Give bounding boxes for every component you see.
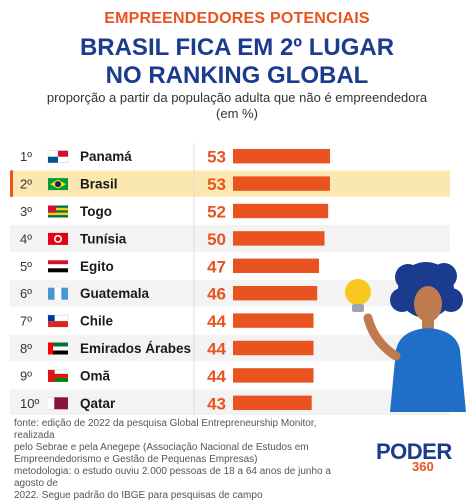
country-label: Qatar xyxy=(80,396,116,411)
flag-part xyxy=(48,287,55,300)
flag-part xyxy=(48,397,55,410)
value-label: 43 xyxy=(207,394,226,413)
row-background xyxy=(10,225,450,252)
bar xyxy=(233,231,325,246)
chart-kicker: EMPREENDEDORES POTENCIAIS xyxy=(104,10,370,27)
country-label: Togo xyxy=(80,204,112,219)
rank-label: 9º xyxy=(20,368,32,383)
flag-part xyxy=(55,181,61,188)
row-background xyxy=(10,389,450,415)
flag-part xyxy=(48,346,68,351)
flag-part xyxy=(48,373,68,378)
flag-part xyxy=(58,150,68,157)
country-label: Tunísia xyxy=(80,231,127,246)
flag-part xyxy=(61,287,68,300)
highlight-row xyxy=(10,170,450,197)
flag-part xyxy=(54,287,62,300)
value-label: 47 xyxy=(207,257,226,276)
value-label: 53 xyxy=(207,148,226,167)
flag-part xyxy=(48,377,68,382)
row-background xyxy=(10,197,450,225)
flag-part xyxy=(48,210,68,213)
methodology-line: metodologia: o estudo ouviu 2.000 pessoa… xyxy=(14,466,331,489)
bar xyxy=(233,176,330,191)
rank-label: 10º xyxy=(20,396,39,411)
poder360-logo: PODER 360 xyxy=(376,441,466,481)
flag-part xyxy=(48,268,68,273)
bar xyxy=(233,149,330,164)
bar xyxy=(233,313,314,328)
person-icon xyxy=(363,262,466,412)
value-label: 44 xyxy=(207,312,226,331)
row-background xyxy=(10,280,450,307)
flag-part xyxy=(48,342,68,347)
methodology-line: 2022. Segue padrão do IBGE para pesquisa… xyxy=(14,490,263,501)
source-line: Empreendedorismo e Gestão de Pequenas Em… xyxy=(14,454,258,465)
logo-word: PODER xyxy=(376,439,452,464)
row-background xyxy=(10,362,450,389)
title-line-1: BRASIL FICA EM 2º LUGAR xyxy=(79,34,395,61)
flag-part xyxy=(48,205,68,208)
country-label: Guatemala xyxy=(80,286,150,301)
bar xyxy=(233,340,314,356)
flag-part xyxy=(48,342,53,355)
rank-label: 2º xyxy=(20,177,32,192)
country-label: Egito xyxy=(80,259,114,274)
flag-part xyxy=(48,369,55,382)
country-label: Emirados Árabes xyxy=(80,341,191,356)
title-line-2: NO RANKING GLOBAL xyxy=(105,62,369,89)
source-line: pelo Sebrae e pela Anegepe (Associação N… xyxy=(14,442,309,453)
chart-subtitle: proporção a partir da população adulta q… xyxy=(0,90,474,122)
value-label: 44 xyxy=(207,340,226,359)
highlight-marker xyxy=(10,170,13,197)
flag-part xyxy=(48,207,68,211)
rank-label: 1º xyxy=(20,149,32,164)
logo-number: 360 xyxy=(412,459,434,474)
row-background xyxy=(10,143,450,170)
value-label: 52 xyxy=(207,203,226,222)
bar-chart: 1º Panamá 53 2º Brasil 53 3º Togo 52 4º Tunísia 50 5… xyxy=(10,143,450,415)
row-background xyxy=(10,252,450,279)
flag-part xyxy=(48,205,56,213)
lightbulb-icon xyxy=(345,279,371,312)
rank-label: 8º xyxy=(20,341,32,356)
value-label: 53 xyxy=(207,175,226,194)
rank-label: 3º xyxy=(20,204,32,219)
bar xyxy=(233,203,329,219)
subtitle-line-2: (em %) xyxy=(216,106,258,121)
source-line: fonte: edição de 2022 da pesquisa Global… xyxy=(14,418,317,441)
flag-part xyxy=(48,156,58,163)
flag-part xyxy=(48,260,68,265)
flag-part xyxy=(48,321,68,328)
rank-label: 7º xyxy=(20,314,32,329)
rank-label: 5º xyxy=(20,259,32,274)
bar xyxy=(233,258,320,273)
chart-title: BRASIL FICA EM 2º LUGAR NO RANKING GLOBA… xyxy=(0,34,474,90)
bar xyxy=(233,368,314,383)
bar xyxy=(233,395,312,410)
flag-part xyxy=(48,315,55,322)
country-label: Brasil xyxy=(80,177,118,192)
flag-part xyxy=(48,215,68,218)
value-label: 50 xyxy=(207,230,226,249)
bar xyxy=(233,286,318,301)
country-label: Chile xyxy=(80,314,113,329)
value-label: 44 xyxy=(207,367,226,386)
rank-label: 4º xyxy=(20,231,32,246)
country-label: Panamá xyxy=(80,149,132,164)
source-note: fonte: edição de 2022 da pesquisa Global… xyxy=(14,418,354,502)
flag-part xyxy=(48,264,68,269)
subtitle-line-1: proporção a partir da população adulta q… xyxy=(46,90,428,105)
country-label: Omã xyxy=(80,368,111,383)
flag-part xyxy=(48,212,68,216)
value-label: 46 xyxy=(207,285,226,304)
person-with-lightbulb-illustration xyxy=(345,262,466,412)
flag-part xyxy=(48,350,68,355)
rank-label: 6º xyxy=(20,286,32,301)
flag-part xyxy=(55,236,61,242)
